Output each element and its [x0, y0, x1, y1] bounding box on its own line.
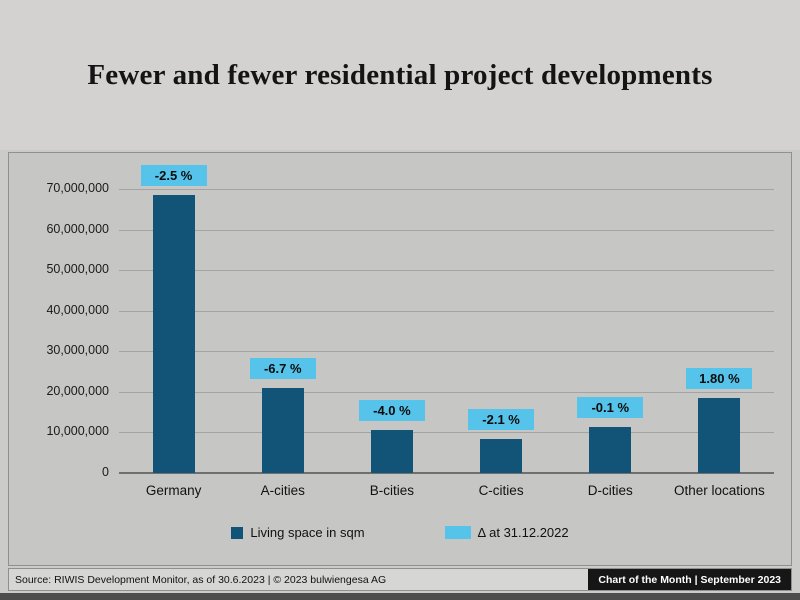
- y-tick-label: 50,000,000: [46, 262, 109, 277]
- delta-badge: -2.1 %: [468, 409, 535, 431]
- page-title: Fewer and fewer residential project deve…: [87, 58, 713, 91]
- gridline: [119, 229, 774, 231]
- bar: [152, 195, 195, 473]
- legend-item-living-space: Living space in sqm: [231, 525, 365, 540]
- y-tick-label: 70,000,000: [46, 181, 109, 195]
- delta-badge: -0.1 %: [577, 396, 644, 418]
- bar: [261, 387, 304, 473]
- bar: [589, 426, 632, 473]
- x-axis-line: [119, 472, 774, 474]
- gridline: [119, 310, 774, 312]
- gridline: [119, 351, 774, 353]
- x-category-label: B-cities: [369, 483, 415, 498]
- bottom-strip: [0, 593, 800, 600]
- gridline: [119, 391, 774, 393]
- legend-item-delta: Δ at 31.12.2022: [444, 525, 569, 540]
- x-category-label: A-cities: [260, 483, 305, 498]
- bar: [698, 397, 741, 473]
- y-tick-label: 0: [102, 465, 109, 479]
- delta-badge: 1.80 %: [686, 367, 753, 389]
- y-tick-label: 60,000,000: [46, 221, 109, 236]
- delta-badge: -2.5 %: [140, 165, 207, 187]
- legend-swatch-living-space-icon: [231, 526, 244, 539]
- legend-swatch-delta-icon: [444, 526, 471, 539]
- footer-badge: Chart of the Month | September 2023: [588, 569, 791, 590]
- footer-bar: Source: RIWIS Development Monitor, as of…: [8, 568, 792, 591]
- x-category-label: Other locations: [674, 483, 765, 498]
- legend-label-living-space: Living space in sqm: [250, 525, 365, 540]
- y-tick-label: 10,000,000: [46, 424, 109, 439]
- y-tick-label: 40,000,000: [46, 302, 109, 317]
- delta-badge: -6.7 %: [249, 357, 316, 379]
- bar: [480, 439, 523, 473]
- bar: [370, 430, 413, 473]
- chart-area: 0 10,000,000 20,000,000 30,000,000 40,000,00…: [8, 152, 792, 566]
- x-category-label: Germany: [145, 483, 202, 498]
- chart-header: Fewer and fewer residential project deve…: [0, 0, 800, 150]
- x-category-label: C-cities: [478, 483, 524, 498]
- gridline: [119, 270, 774, 272]
- delta-badge: -4.0 %: [358, 400, 425, 422]
- legend-label-delta: Δ at 31.12.2022: [477, 525, 569, 540]
- footer-source: Source: RIWIS Development Monitor, as of…: [15, 573, 387, 586]
- gridline: [119, 189, 774, 190]
- gridline: [119, 432, 774, 434]
- x-category-label: D-cities: [587, 483, 633, 498]
- chart-legend: Living space in sqm Δ at 31.12.2022: [9, 525, 791, 540]
- y-tick-label: 30,000,000: [46, 343, 109, 358]
- y-tick-label: 20,000,000: [46, 383, 109, 398]
